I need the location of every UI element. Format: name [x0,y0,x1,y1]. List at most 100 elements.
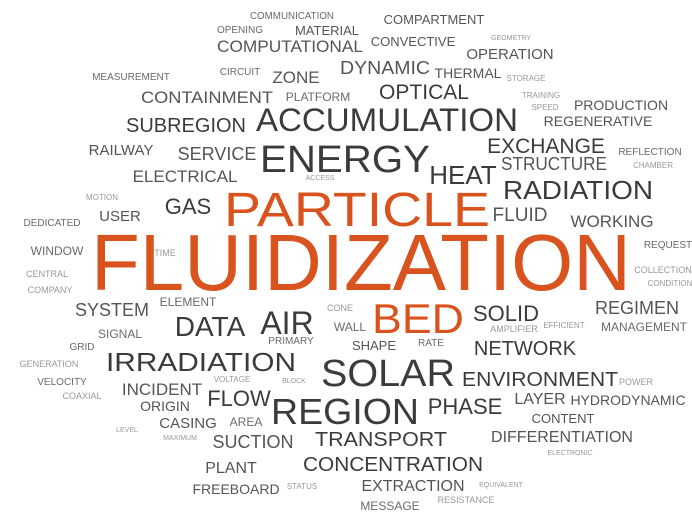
word: MATERIAL [295,23,359,38]
word: REGION [271,391,419,432]
word: LAYER [514,391,565,408]
word: CONVECTIVE [371,34,456,49]
word: RATE [418,338,444,349]
word: ACCESS [306,175,335,182]
word: DYNAMIC [340,58,430,78]
word: THERMAL [435,65,502,81]
word: DEDICATED [23,218,80,229]
word: CHAMBER [633,161,673,170]
word: MOTION [86,193,118,202]
word: TRAINING [522,91,560,100]
word: POWER [619,377,654,387]
word: ACCUMULATION [256,102,518,138]
word: AIR [260,305,313,341]
word: COLLECTION [634,265,692,275]
word: BLOCK [282,378,306,385]
word: PRODUCTION [574,97,668,113]
word: SIGNAL [98,327,142,341]
word: LEVEL [116,427,138,434]
word: OPERATION [466,46,553,63]
word: RADIATION [503,175,653,205]
word: BED [372,295,464,342]
word: SYSTEM [75,300,149,320]
word: ENVIRONMENT [462,369,618,391]
word: NETWORK [474,338,577,360]
word: CONCENTRATION [303,454,483,476]
word: SOLAR [321,353,455,395]
word: WALL [334,320,367,334]
word: REQUEST [644,240,692,251]
word: VELOCITY [37,377,87,388]
word: SUCTION [213,432,294,452]
word: OPENING [217,25,263,36]
word: RESISTANCE [438,495,495,505]
word: ZONE [272,68,319,87]
word: CENTRAL [26,269,68,279]
word: PRIMARY [268,336,314,347]
word: WINDOW [31,244,84,258]
word: PHASE [428,394,503,419]
word: EXTRACTION [361,478,464,495]
word: SERVICE [178,144,257,164]
word: GRID [70,342,95,353]
word: HEAT [429,160,497,190]
word: GEOMETRY [491,35,531,42]
word: CONTAINMENT [141,88,273,107]
word: IRRADIATION [106,347,296,377]
word: COMMUNICATION [250,11,334,22]
word: ORIGIN [140,398,190,414]
word: MANAGEMENT [601,320,688,334]
word: ELEMENT [160,295,217,309]
word: CASING [159,415,217,432]
word: ELECTRONIC [547,450,592,457]
word: ELECTRICAL [133,167,238,186]
word: PLANT [205,460,257,477]
word: SOLID [473,301,539,326]
word: HYDRODYNAMIC [570,392,685,408]
word: FLUID [493,205,548,226]
word: WORKING [570,212,653,231]
word: CONTENT [532,411,595,426]
word: TIME [154,248,176,258]
word: FLOW [207,386,271,411]
word: PARTICLE [224,184,490,237]
word: STRUCTURE [501,154,607,174]
word: INCIDENT [122,380,202,399]
word: MESSAGE [360,499,419,512]
word: EXCHANGE [487,135,605,158]
word: STATUS [287,482,317,491]
word: REGIMEN [595,298,679,318]
word: DIFFERENTIATION [491,429,633,446]
word: CONDITION [648,279,692,288]
word: COMPUTATIONAL [217,37,363,56]
word: ENERGY [260,139,430,181]
word: TRANSPORT [315,429,447,451]
word: CIRCUIT [220,67,261,78]
word: RAILWAY [89,142,154,159]
word: MEASUREMENT [92,72,170,83]
word: USER [99,208,141,225]
word: SPEED [531,103,558,112]
word: STORAGE [507,74,546,83]
word: FLUIDIZATION [91,218,631,307]
word: VOLTAGE [214,375,251,384]
word: PLATFORM [286,90,350,104]
word: FREEBOARD [192,481,279,497]
word: DATA [175,311,246,342]
word: SUBREGION [126,115,246,137]
word: EQUIVALENT [479,482,524,489]
word: GAS [165,194,211,219]
word: COMPANY [28,285,73,295]
word: CONE [327,303,353,313]
word: SHAPE [352,338,396,353]
word: REFLECTION [618,147,681,158]
word: AREA [230,415,263,429]
word: COAXIAL [62,391,101,401]
word: EFFICIENT [543,321,584,330]
word: OPTICAL [379,81,469,104]
word: MAXIMUM [163,435,197,442]
word: REGENERATIVE [544,113,653,129]
word: GENERATION [20,359,79,369]
word: AMPLIFIER [490,324,538,334]
